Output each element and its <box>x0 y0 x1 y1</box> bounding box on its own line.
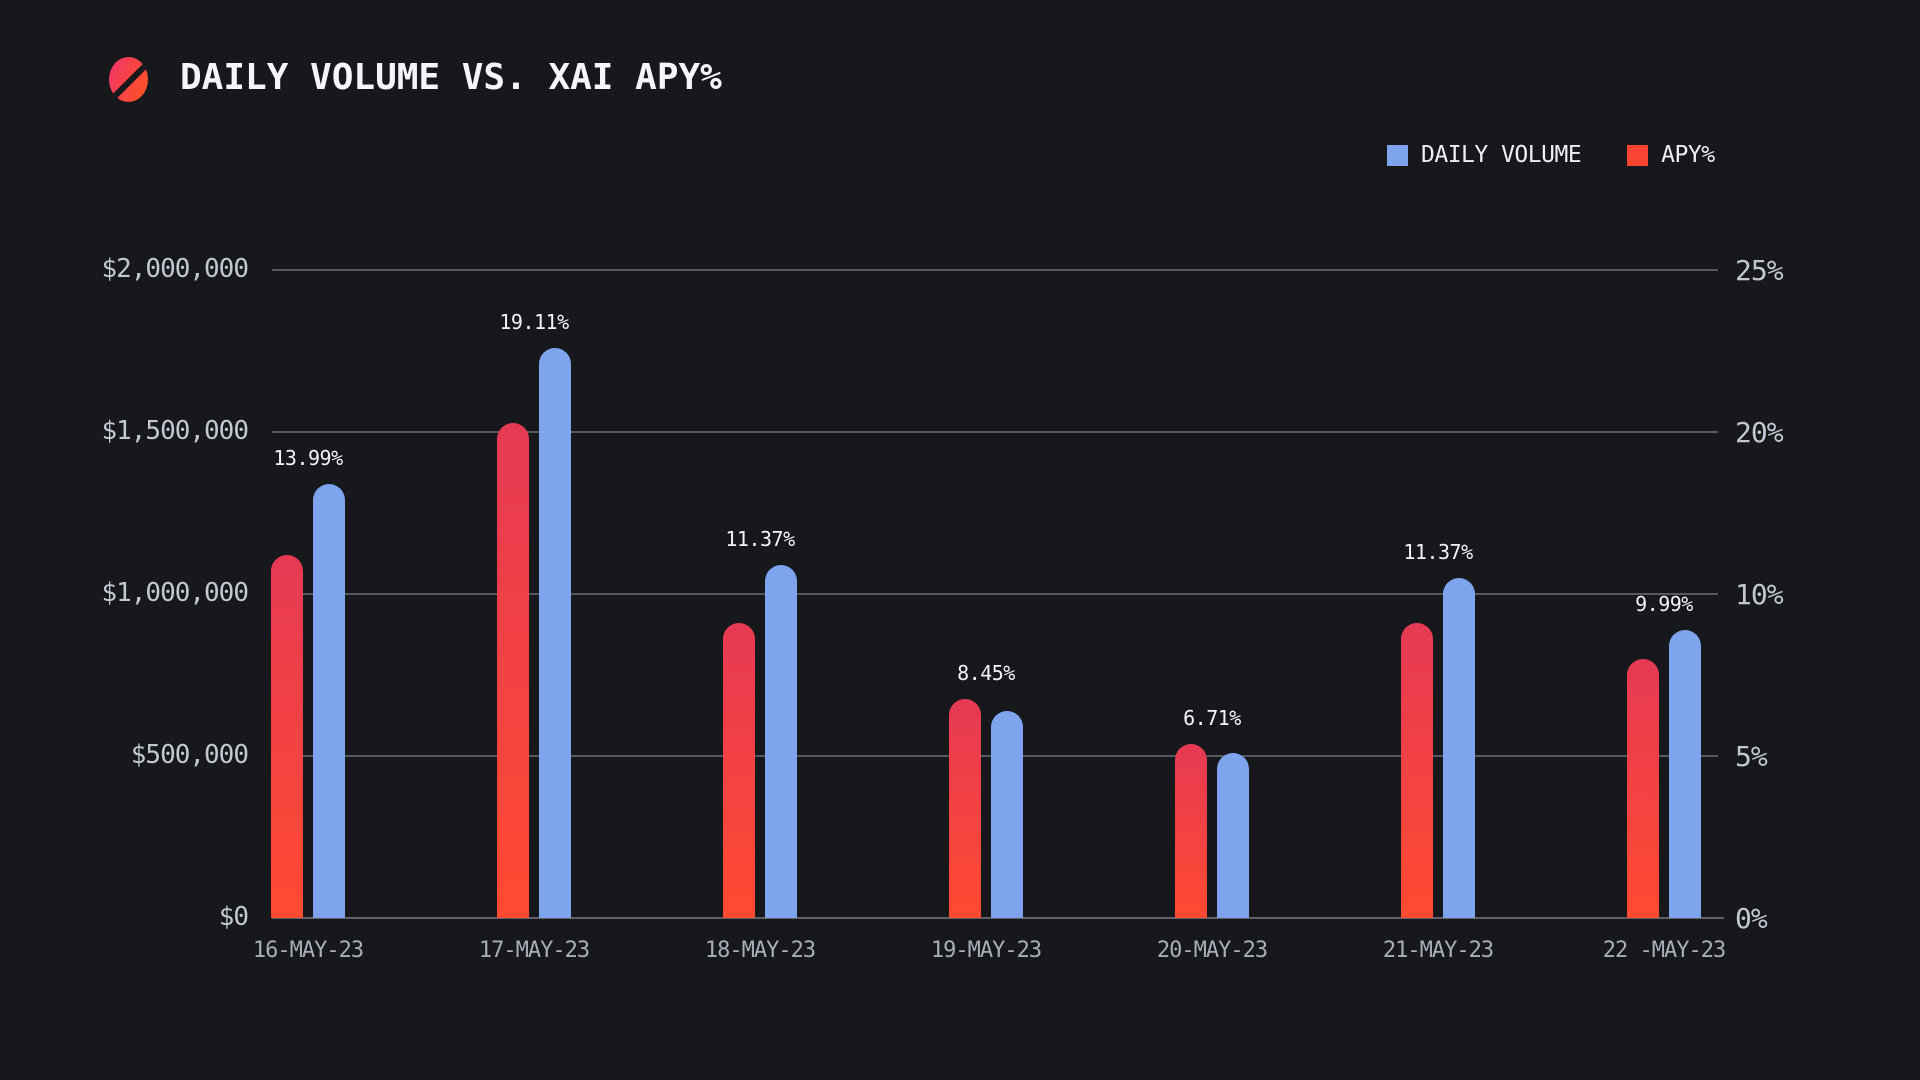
apy-bar <box>1627 659 1659 918</box>
apy-value-label: 11.37% <box>1403 540 1473 564</box>
x-axis-label: 21-MAY-23 <box>1382 938 1494 963</box>
y-axis-label-left: $1,500,000 <box>101 416 249 446</box>
legend-label: DAILY VOLUME <box>1421 142 1582 168</box>
brand-logo-icon <box>109 57 148 102</box>
x-axis-label: 18-MAY-23 <box>704 938 816 963</box>
daily-volume-bar <box>1443 578 1475 918</box>
legend-label: APY% <box>1661 142 1715 168</box>
gridline <box>272 593 1718 595</box>
daily-volume-bar <box>539 348 571 918</box>
apy-value-label: 11.37% <box>725 527 795 551</box>
x-axis-label: 16-MAY-23 <box>252 938 364 963</box>
apy-bar <box>723 623 755 918</box>
daily-volume-bar <box>1217 753 1249 918</box>
apy-bar <box>949 699 981 918</box>
legend: DAILY VOLUME APY% <box>1387 142 1715 168</box>
logo-slash-icon <box>109 58 148 102</box>
apy-value-label: 6.71% <box>1183 706 1241 730</box>
apy-bar <box>1401 623 1433 918</box>
daily-volume-bar <box>991 711 1023 918</box>
y-axis-label-right: 0% <box>1735 902 1768 935</box>
y-axis-label-right: 5% <box>1735 740 1768 773</box>
apy-value-label: 8.45% <box>957 661 1015 685</box>
apy-value-label: 13.99% <box>273 446 343 470</box>
daily-volume-bar <box>765 565 797 918</box>
daily-volume-bar <box>1669 630 1701 918</box>
y-axis-label-left: $1,000,000 <box>101 578 249 608</box>
legend-item-apy: APY% <box>1627 142 1715 168</box>
x-axis-label: 19-MAY-23 <box>930 938 1042 963</box>
y-axis-label-right: 10% <box>1735 578 1784 611</box>
apy-value-label: 19.11% <box>499 310 569 334</box>
daily-volume-bar <box>313 484 345 918</box>
y-axis-label-left: $0 <box>218 902 249 932</box>
page-title: DAILY VOLUME VS. XAI APY% <box>180 57 722 98</box>
x-axis-label: 20-MAY-23 <box>1156 938 1268 963</box>
apy-swatch-icon <box>1627 144 1649 166</box>
y-axis-label-right: 20% <box>1735 416 1784 449</box>
apy-bar <box>497 423 529 918</box>
gridline <box>272 269 1718 271</box>
y-axis-label-left: $500,000 <box>130 740 249 770</box>
apy-bar <box>271 555 303 918</box>
y-axis-label-left: $2,000,000 <box>101 254 249 284</box>
apy-bar <box>1175 744 1207 918</box>
y-axis-label-right: 25% <box>1735 254 1784 287</box>
gridline <box>272 431 1718 433</box>
x-axis-label: 22 -MAY-23 <box>1602 938 1726 963</box>
legend-item-daily-volume: DAILY VOLUME <box>1387 142 1582 168</box>
x-axis-line <box>272 917 1724 919</box>
daily-volume-swatch-icon <box>1387 144 1408 166</box>
apy-value-label: 9.99% <box>1635 592 1693 616</box>
x-axis-label: 17-MAY-23 <box>478 938 590 963</box>
